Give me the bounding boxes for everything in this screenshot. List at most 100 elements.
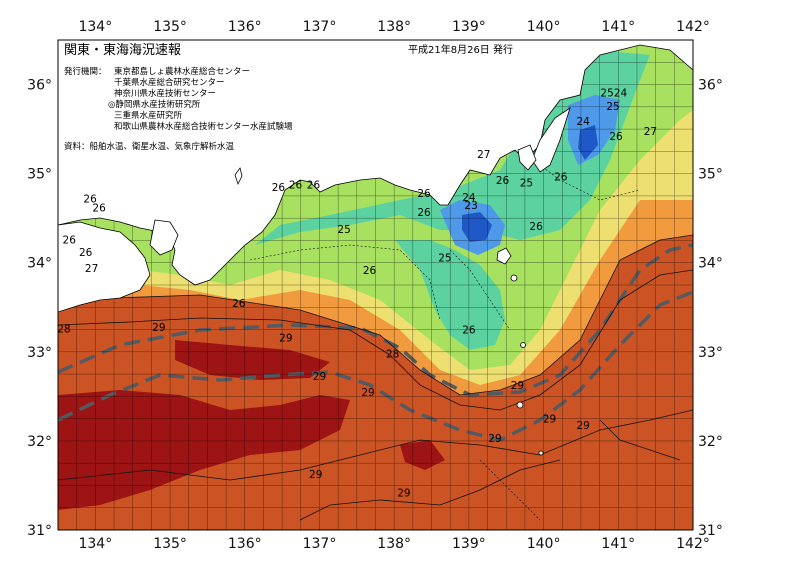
longitude-tick-label: 134° xyxy=(78,536,112,552)
latitude-tick-label: 34° xyxy=(698,256,723,272)
isotherm-label: 27 xyxy=(85,263,98,275)
isotherm-label: 26 xyxy=(92,202,106,214)
kuroshio-axis-south xyxy=(58,290,693,442)
isotherm-label: 26 xyxy=(363,265,377,277)
isotherm-label: 29 xyxy=(313,371,326,383)
isotherm-label: 26 xyxy=(554,171,568,183)
isotherm-label: 24 xyxy=(614,88,628,100)
isotherm-label: 26 xyxy=(462,325,476,337)
latitude-tick-label: 32° xyxy=(27,434,52,450)
sst-band-30-a xyxy=(58,390,350,510)
longitude-labels-bottom: 134° 135° 136° 137° 138° 139° 140° 141° 142° xyxy=(78,536,709,552)
isotherm-label: 29 xyxy=(397,488,410,500)
isotherm-label: 29 xyxy=(576,420,589,432)
issuer-line: 東京都島しょ農林水産総合センター xyxy=(114,66,250,77)
isotherm-label: 25 xyxy=(337,224,350,236)
latitude-tick-label: 31° xyxy=(27,523,52,539)
isotherm-label: 29 xyxy=(511,380,524,392)
latitude-tick-label: 36° xyxy=(27,78,52,94)
isotherm-lines xyxy=(58,234,693,521)
longitude-tick-label: 137° xyxy=(303,19,337,35)
issuer-line: 和歌山県農林水産総合技術センター水産試験場 xyxy=(114,121,293,132)
isotherm-label: 26 xyxy=(417,188,431,200)
issuer-line: 神奈川県水産技術センター xyxy=(114,88,216,99)
land-islands xyxy=(234,167,544,456)
isotherm-label: 26 xyxy=(289,179,303,191)
latitude-tick-label: 33° xyxy=(27,345,52,361)
longitude-tick-label: 138° xyxy=(377,536,411,552)
isotherm-label: 23 xyxy=(464,200,477,212)
isotherm-label: 25 xyxy=(600,88,613,100)
latitude-tick-label: 34° xyxy=(27,256,52,272)
isotherm-label: 26 xyxy=(496,175,510,187)
longitude-tick-label: 135° xyxy=(153,19,187,35)
longitude-tick-label: 139° xyxy=(452,536,486,552)
isotherm-label: 26 xyxy=(79,247,93,259)
isotherm-label: 27 xyxy=(477,149,490,161)
isotherm-label: 24 xyxy=(576,116,590,128)
land-izu-oshima xyxy=(496,247,512,265)
longitude-tick-label: 140° xyxy=(527,536,561,552)
longitude-tick-label: 134° xyxy=(78,19,112,35)
isotherm-label: 28 xyxy=(57,324,70,336)
sst-band-30-c xyxy=(400,440,445,470)
isotherm-label: 26 xyxy=(307,179,321,191)
longitude-labels-top: 134° 135° 136° 137° 138° 139° 140° 141° 142° xyxy=(78,19,709,35)
longitude-tick-label: 142° xyxy=(676,19,710,35)
map-title: 関東・東海海況速報 xyxy=(64,42,181,58)
longitude-tick-label: 141° xyxy=(601,536,635,552)
longitude-tick-label: 137° xyxy=(303,536,337,552)
isotherm-label: 26 xyxy=(272,182,286,194)
longitude-tick-label: 142° xyxy=(676,536,710,552)
latitude-tick-label: 31° xyxy=(698,523,723,539)
issuer-line: 千葉県水産総合研究センター xyxy=(114,77,225,88)
longitude-tick-label: 140° xyxy=(527,19,561,35)
isotherm-label: 29 xyxy=(361,387,374,399)
longitude-tick-label: 138° xyxy=(377,19,411,35)
latitude-labels-right: 36° 35° 34° 33° 32° 31° xyxy=(698,78,723,539)
isotherm-label: 25 xyxy=(520,178,533,190)
isotherm-label: 26 xyxy=(83,194,97,206)
graticule xyxy=(58,40,693,530)
issuer-label: 発行機関： xyxy=(64,66,107,77)
isotherm-label: 29 xyxy=(279,333,292,345)
isotherm-label: 26 xyxy=(417,207,431,219)
isotherm-label: 25 xyxy=(606,101,619,113)
longitude-tick-label: 141° xyxy=(601,19,635,35)
isotherm-label: 29 xyxy=(309,469,322,481)
latitude-tick-label: 35° xyxy=(27,167,52,183)
latitude-tick-label: 36° xyxy=(698,78,723,94)
isotherm-label: 28 xyxy=(386,349,399,361)
longitude-tick-label: 136° xyxy=(228,19,262,35)
land-awaji xyxy=(149,219,179,256)
latitude-tick-label: 33° xyxy=(698,345,723,361)
isotherm-label: 29 xyxy=(488,433,501,445)
isotherm-label: 26 xyxy=(232,298,246,310)
isotherm-label: 26 xyxy=(63,235,77,247)
isotherm-label: 29 xyxy=(543,414,556,426)
map-frame xyxy=(57,39,694,531)
isotherm-label: 27 xyxy=(644,126,657,138)
isotherm-label: 24 xyxy=(462,192,476,204)
sst-band-30-b xyxy=(175,340,330,380)
issue-date: 平成21年8月26日 発行 xyxy=(408,43,513,56)
land-shikoku xyxy=(58,221,151,313)
latitude-labels-left: 36° 35° 34° 33° 32° 31° xyxy=(27,78,52,539)
land-miura xyxy=(517,144,537,171)
isotherm-label: 29 xyxy=(152,322,165,334)
data-source-note: 資料：船舶水温、衛星水温、気象庁解析水温 xyxy=(64,141,235,152)
longitude-tick-label: 139° xyxy=(452,19,486,35)
longitude-tick-label: 135° xyxy=(153,536,187,552)
sst-band-23 xyxy=(462,212,492,242)
isotherm-label: 26 xyxy=(529,221,543,233)
isotherm-label: 25 xyxy=(438,252,451,264)
latitude-tick-label: 35° xyxy=(698,167,723,183)
latitude-tick-label: 32° xyxy=(698,434,723,450)
issuer-line: ◎静岡県水産技術研究所 xyxy=(108,99,201,110)
longitude-tick-label: 136° xyxy=(228,536,262,552)
issuer-line: 三重県水産研究所 xyxy=(114,110,183,121)
isotherm-label: 26 xyxy=(609,131,623,143)
